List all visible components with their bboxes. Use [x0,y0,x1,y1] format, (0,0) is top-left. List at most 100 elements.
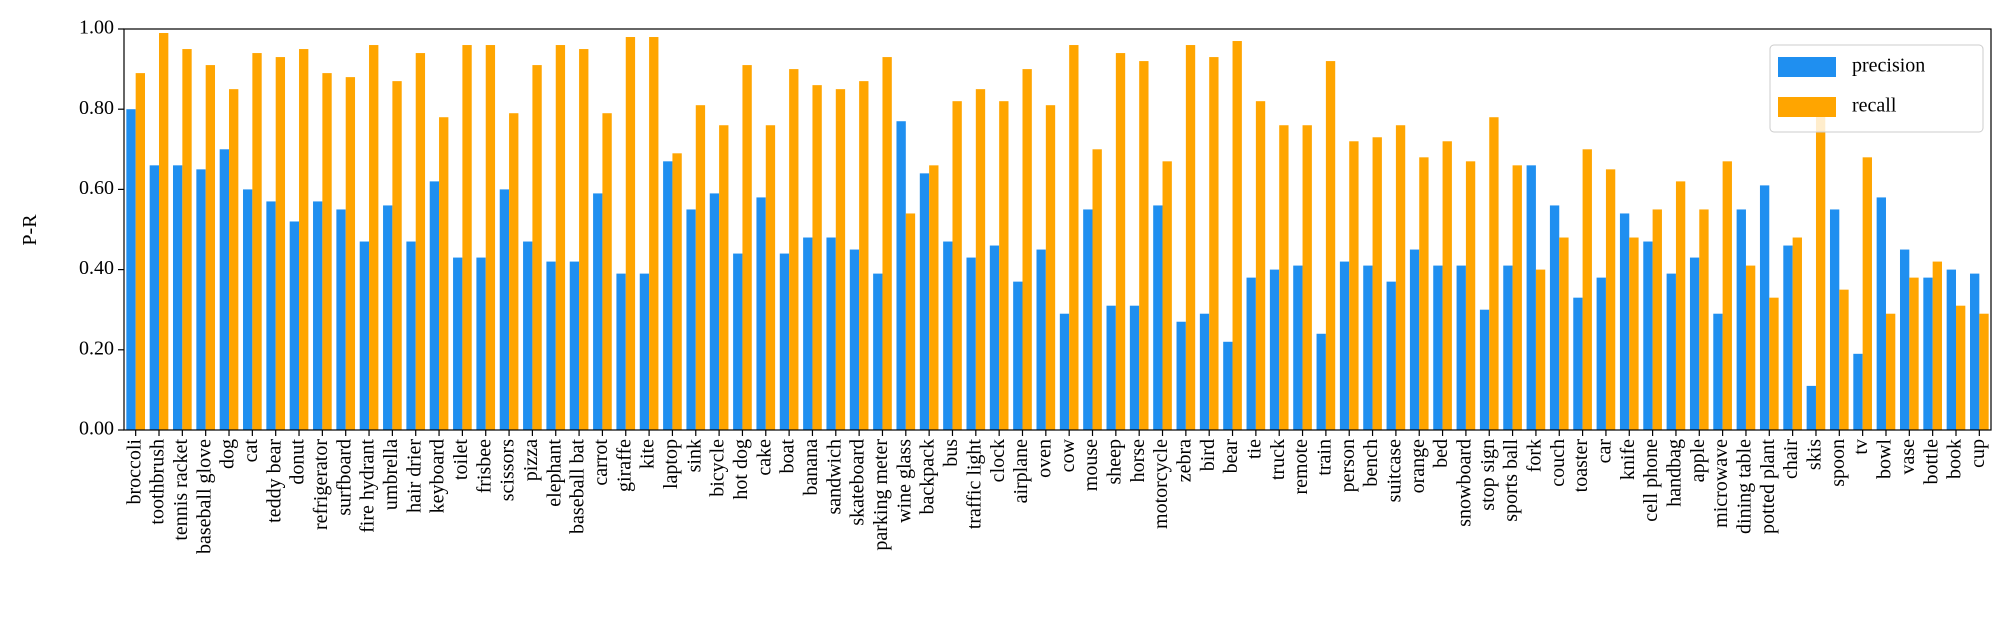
x-tick-label: bed [1430,439,1452,468]
y-tick-label: 1.00 [79,17,114,39]
x-tick-label: giraffe [613,439,635,492]
legend-swatch [1778,97,1836,117]
x-tick-label: handbag [1664,439,1686,507]
bar [126,109,136,430]
x-tick-label: refrigerator [310,439,332,530]
x-tick-label: backpack [917,439,939,515]
x-tick-label: oven [1033,439,1055,478]
bar [1932,261,1942,430]
bar [275,57,286,430]
bar [243,189,253,430]
x-tick-label: remote [1290,439,1312,495]
bar [1605,169,1616,430]
bar [1689,257,1700,430]
bar [1115,53,1126,431]
bar [336,209,346,430]
bar [1643,241,1653,430]
bar [835,89,846,431]
bar [686,209,696,430]
bar [1232,41,1242,430]
bar [1372,137,1382,430]
x-tick-label: knife [1617,439,1639,480]
x-tick-label: bicycle [707,439,729,497]
bar [359,241,370,430]
x-tick-label: frisbee [473,439,495,494]
x-tick-label: donut [287,439,309,485]
legend-label: recall [1852,95,1897,117]
x-tick-label: bowl [1874,439,1896,479]
bar [1153,205,1163,430]
bar [1979,313,1989,430]
x-tick-label: sheep [1103,439,1125,485]
x-tick-label: wine glass [893,439,915,523]
bar [943,241,953,430]
bar [719,125,729,431]
x-tick-label: umbrella [380,439,402,510]
bar [1652,209,1662,430]
bar [252,53,262,431]
bar [1106,305,1116,430]
bar [1419,157,1429,430]
x-tick-label: apple [1687,439,1709,482]
x-tick-label: tv [1850,439,1872,455]
bar [1535,269,1546,430]
y-tick-label: 0.00 [79,418,114,440]
bar [1713,313,1723,430]
bar [1853,353,1863,430]
x-tick-label: sandwich [823,439,845,515]
bar [229,89,239,431]
bar [1792,237,1802,430]
bar [929,165,939,430]
x-tick-label: stop sign [1477,439,1499,511]
bar [499,189,510,430]
bar [803,237,813,430]
bar [1722,161,1732,430]
bar [1059,313,1070,430]
bar [1829,209,1840,430]
bar [345,77,356,431]
x-tick-label: horse [1127,439,1149,482]
x-tick-label: cake [753,439,775,476]
x-tick-label: scissors [497,439,519,501]
x-tick-label: baseball bat [567,439,589,534]
bar [1223,341,1233,430]
bar [1745,265,1756,430]
bar [322,73,332,431]
bar [1349,141,1359,430]
bar [182,49,192,431]
bar [1069,45,1079,430]
x-tick-label: bear [1220,439,1242,474]
bar [1946,269,1956,430]
bar [779,253,790,430]
x-tick-label: cup [1967,439,1989,468]
bar [625,37,636,431]
bar [975,89,986,431]
x-tick-label: skis [1804,439,1826,470]
bar [462,45,472,430]
bar [149,165,160,430]
x-tick-label: banana [800,439,822,496]
bar [989,245,1000,430]
bar [672,153,682,430]
x-tick-label: fire hydrant [357,439,379,533]
bar [733,253,743,430]
bar [1083,209,1093,430]
y-tick-label: 0.20 [79,337,114,359]
x-tick-label: clock [987,439,1009,482]
bar [756,197,766,430]
x-tick-label: boat [777,439,799,474]
legend-label: precision [1852,55,1925,77]
bar [219,149,230,431]
bar [1549,205,1560,430]
x-tick-label: hair drier [403,439,425,513]
bar [1582,149,1592,431]
bar [1806,385,1816,430]
x-tick-label: elephant [543,439,565,507]
x-tick-label: chair [1780,439,1802,479]
x-tick-label: toothbrush [147,439,169,525]
x-tick-label: fork [1524,439,1546,472]
bar [1036,249,1046,430]
x-tick-label: snowboard [1454,439,1476,527]
bar [439,117,449,430]
y-tick-label: 0.40 [79,257,114,279]
